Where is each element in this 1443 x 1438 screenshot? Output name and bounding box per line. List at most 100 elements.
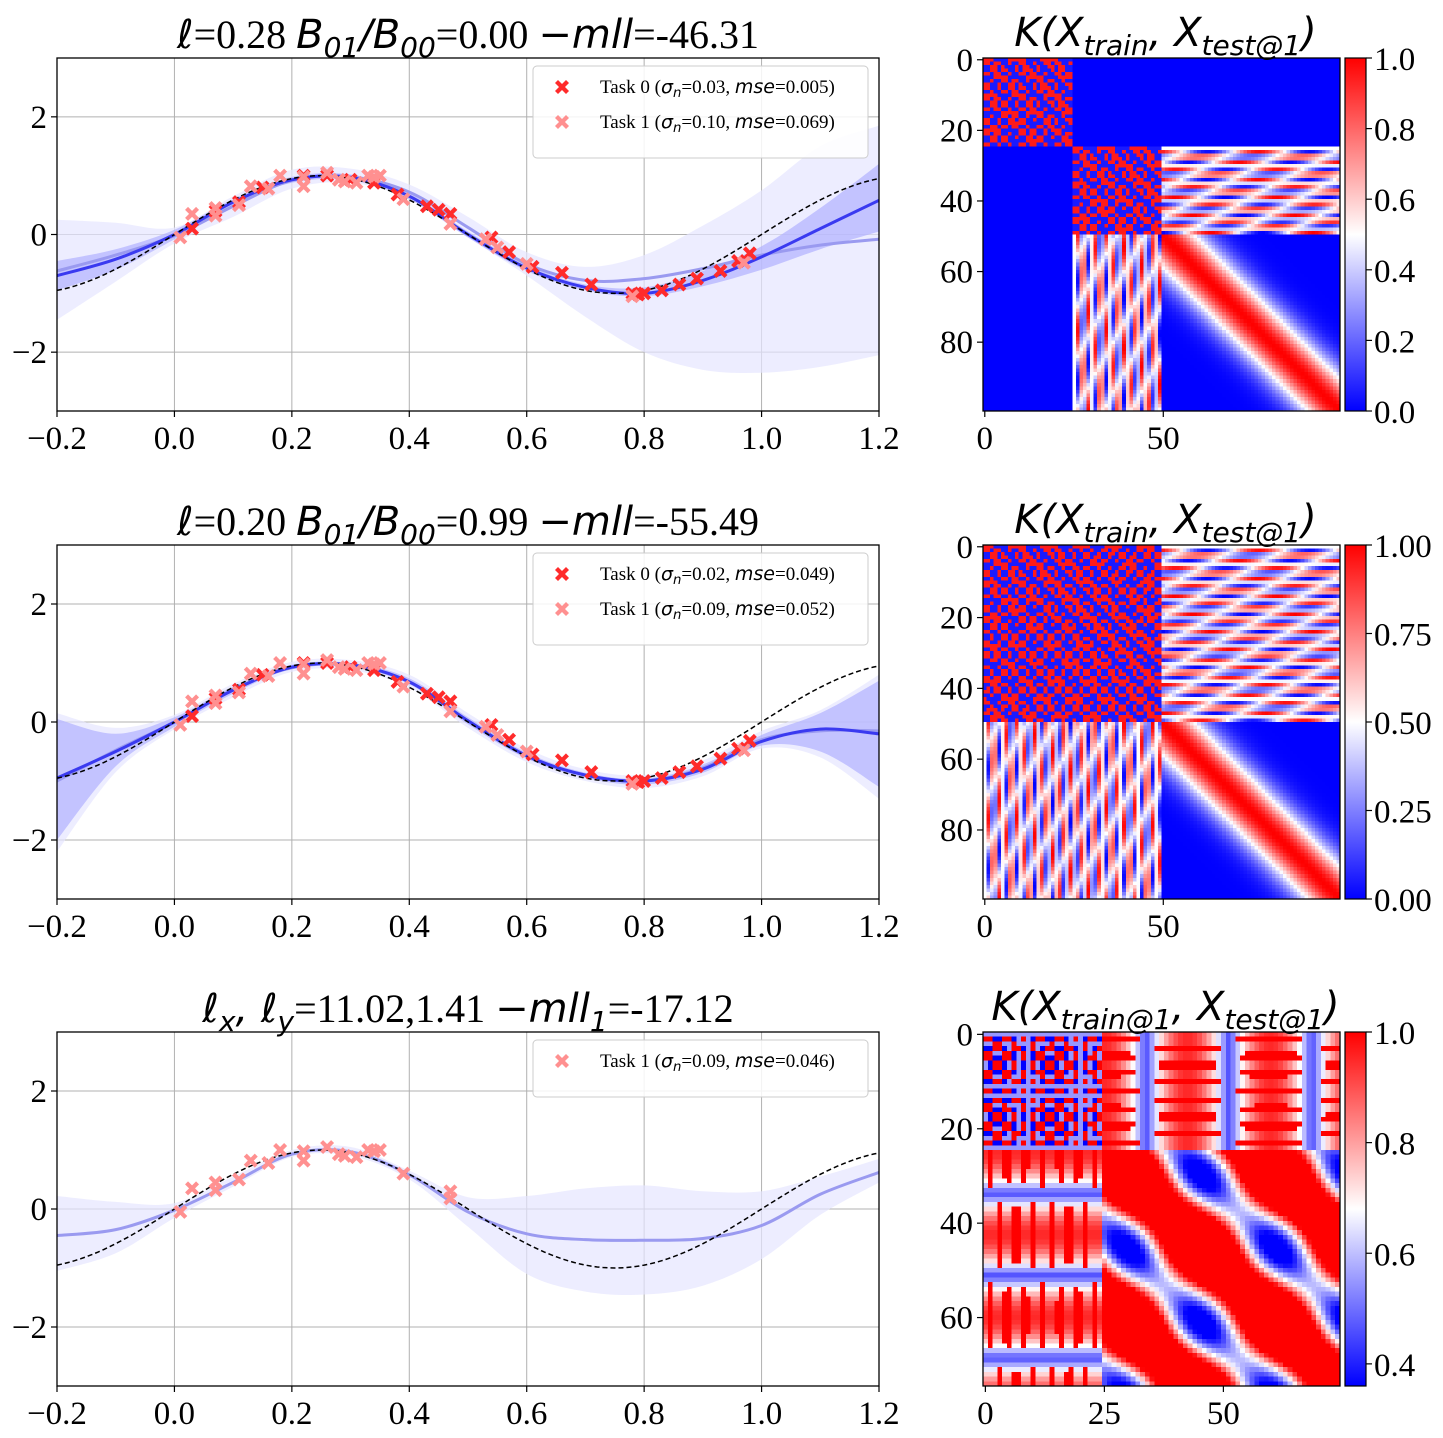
heatmap-cell <box>1265 114 1270 119</box>
heatmap-cell <box>997 185 1002 190</box>
heatmap-cell <box>997 125 1002 130</box>
heatmap-cell <box>1318 128 1323 133</box>
heatmap-cell <box>1247 139 1252 144</box>
heatmap-cell <box>1332 118 1338 123</box>
heatmap-cell <box>1215 195 1220 200</box>
heatmap-cell <box>1086 170 1091 176</box>
heatmap-cell <box>1157 79 1163 84</box>
heatmap-cell <box>1232 79 1238 84</box>
heatmap-cell <box>1125 96 1130 101</box>
heatmap-cell <box>1165 202 1170 207</box>
heatmap-cell <box>1082 149 1088 154</box>
heatmap-cell <box>1300 188 1305 193</box>
heatmap-cell <box>1104 114 1109 119</box>
heatmap-cell <box>1172 160 1177 165</box>
heatmap-cell <box>1122 103 1127 109</box>
heatmap-cell <box>1272 167 1277 172</box>
heatmap-cell <box>1222 195 1227 200</box>
heatmap-cell <box>1336 213 1341 218</box>
heatmap-cell <box>1279 121 1284 126</box>
heatmap-cell <box>1004 213 1009 218</box>
heatmap-cell <box>1150 121 1155 126</box>
heatmap-cell <box>1054 174 1059 179</box>
heatmap-cell <box>1115 118 1120 123</box>
heatmap-cell <box>1322 206 1327 211</box>
heatmap-cell <box>1193 195 1198 200</box>
heatmap-cell <box>1136 170 1141 176</box>
heatmap-cell <box>1275 206 1280 211</box>
heatmap-cell <box>1107 199 1113 204</box>
heatmap-cell <box>1018 72 1023 77</box>
heatmap-cell <box>1204 188 1209 193</box>
heatmap-cell <box>1015 118 1020 123</box>
heatmap-cell <box>1090 68 1095 73</box>
heatmap-cell <box>1043 185 1048 190</box>
heatmap-cell <box>997 160 1002 165</box>
heatmap-cell <box>1193 178 1198 183</box>
heatmap-cell <box>1286 118 1291 123</box>
heatmap-cell <box>1186 125 1191 130</box>
heatmap-cell <box>1147 178 1152 183</box>
heatmap-cell <box>1025 89 1031 94</box>
heatmap-cell <box>1132 68 1138 73</box>
heatmap-cell <box>1065 192 1070 197</box>
heatmap-cell <box>983 89 988 94</box>
heatmap-cell <box>1229 181 1234 186</box>
heatmap-cell <box>1279 107 1284 112</box>
heatmap-cell <box>1304 170 1309 176</box>
heatmap-cell <box>1000 174 1006 179</box>
heatmap-cell <box>1232 58 1238 63</box>
heatmap-cell <box>1000 181 1006 186</box>
heatmap-cell <box>1093 75 1098 80</box>
heatmap-cell <box>1040 75 1045 80</box>
heatmap-cell <box>1054 139 1059 144</box>
heatmap-cell <box>1290 75 1295 80</box>
heatmap-cell <box>983 213 988 218</box>
heatmap-cell <box>1054 206 1059 211</box>
heatmap-cell <box>1104 142 1109 147</box>
data-point <box>478 719 493 734</box>
heatmap-cell <box>1100 195 1105 200</box>
heatmap-cell <box>1279 202 1284 207</box>
heatmap-cell <box>1050 146 1055 151</box>
data-point <box>690 271 704 286</box>
heatmap-cell <box>1282 216 1288 221</box>
heatmap-cell <box>1011 185 1016 190</box>
heatmap-cell <box>1204 121 1209 126</box>
heatmap-cell <box>1182 192 1188 197</box>
heatmap-cell <box>1322 170 1327 176</box>
heatmap-cell <box>1165 89 1170 94</box>
heatmap-cell <box>1318 199 1323 204</box>
heatmap-cell <box>1168 61 1173 66</box>
heatmap-cell <box>1143 160 1148 165</box>
heatmap-cell <box>1193 216 1198 221</box>
heatmap-cell <box>1225 114 1230 119</box>
heatmap-cell <box>1165 206 1170 211</box>
heatmap-cell <box>1086 167 1091 172</box>
heatmap-cell <box>1222 160 1227 165</box>
heatmap-cell <box>1018 206 1023 211</box>
heatmap-cell <box>1304 103 1309 109</box>
heatmap-cell <box>1290 135 1295 140</box>
heatmap-cell <box>1247 174 1252 179</box>
heatmap-cell <box>1229 110 1234 116</box>
heatmap-cell <box>1247 163 1252 169</box>
heatmap-cell <box>1168 199 1173 204</box>
heatmap-cell <box>1025 178 1031 183</box>
heatmap-cell <box>1232 195 1238 200</box>
heatmap-cell <box>1007 216 1013 221</box>
heatmap-cell <box>1154 58 1159 63</box>
heatmap-cell <box>1282 110 1288 116</box>
heatmap-cell <box>1161 103 1166 109</box>
heatmap-cell <box>1125 93 1130 98</box>
heatmap-cell <box>1100 188 1105 193</box>
heatmap-cell <box>1029 61 1034 66</box>
heatmap-cell <box>1286 181 1291 186</box>
heatmap-cell <box>1000 146 1006 151</box>
heatmap-cell <box>1065 132 1070 137</box>
heatmap-cell <box>1297 199 1302 204</box>
heatmap-cell <box>1218 199 1223 204</box>
heatmap-cell <box>983 156 988 161</box>
heatmap-cell <box>1286 188 1291 193</box>
heatmap-cell <box>1047 110 1052 116</box>
